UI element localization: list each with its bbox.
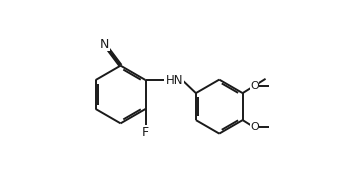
Text: O: O <box>250 122 259 132</box>
Text: HN: HN <box>166 74 183 87</box>
Text: N: N <box>100 38 109 50</box>
Text: O: O <box>250 81 259 91</box>
Text: F: F <box>142 126 149 139</box>
